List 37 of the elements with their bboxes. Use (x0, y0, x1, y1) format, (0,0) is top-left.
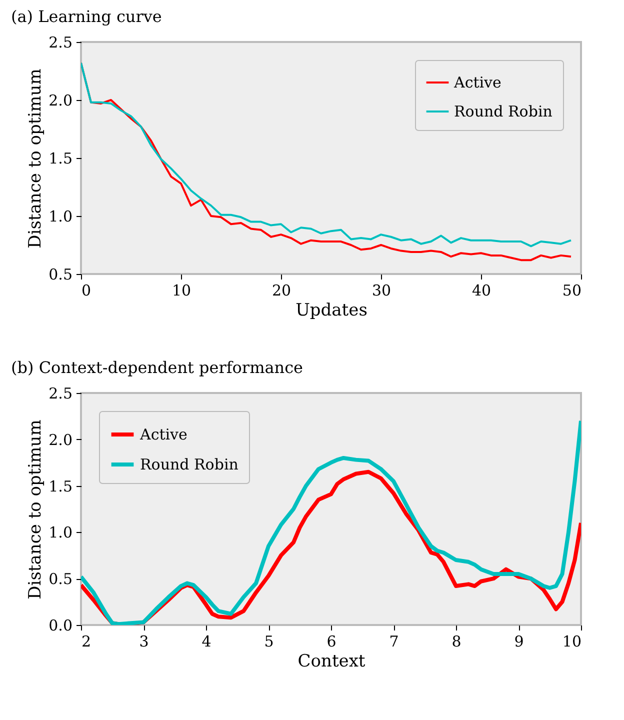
y-tick-label: 1.0 (48, 208, 72, 226)
y-tick-label: 2.0 (48, 430, 72, 449)
x-tick-label: 9 (514, 632, 524, 650)
legend-label: Round Robin (454, 102, 553, 120)
y-tick-label: 0.5 (48, 266, 72, 284)
y-tick-label: 1.0 (48, 524, 72, 542)
x-tick-label: 10 (172, 282, 192, 300)
x-tick-label: 10 (562, 632, 582, 650)
legend-label: Active (453, 74, 502, 92)
chart-title: (b) Context-dependent performance (11, 358, 304, 377)
x-axis-title: Updates (296, 300, 368, 320)
x-tick-label: 30 (372, 282, 392, 300)
y-axis-title: Distance to optimum (26, 420, 46, 600)
x-tick-label: 3 (139, 632, 149, 650)
y-tick-label: 0.5 (48, 570, 72, 588)
x-tick-label: 0 (82, 282, 92, 300)
x-tick-label: 50 (562, 282, 582, 300)
y-tick-label: 2.5 (48, 34, 72, 52)
line-series (81, 418, 581, 625)
x-tick-label: 20 (272, 282, 292, 300)
x-tick-label: 2 (82, 632, 92, 650)
x-tick-label: 4 (202, 632, 212, 650)
x-tick-label: 6 (326, 632, 336, 650)
legend-label: Active (139, 426, 188, 444)
x-tick-label: 5 (264, 632, 274, 650)
y-tick-label: 2.0 (48, 92, 72, 110)
legend-label: Round Robin (140, 456, 239, 474)
y-tick-label: 0.0 (48, 616, 72, 634)
x-tick-label: 40 (472, 282, 492, 300)
chart-title: (a) Learning curve (11, 7, 162, 26)
x-axis-title: Context (298, 652, 366, 672)
y-tick-label: 1.5 (48, 477, 72, 496)
y-tick-label: 1.5 (48, 150, 72, 168)
y-axis-title: Distance to optimum (26, 68, 46, 248)
y-tick-label: 2.5 (48, 384, 72, 402)
x-tick-label: 7 (389, 632, 399, 650)
x-tick-label: 8 (452, 632, 462, 650)
